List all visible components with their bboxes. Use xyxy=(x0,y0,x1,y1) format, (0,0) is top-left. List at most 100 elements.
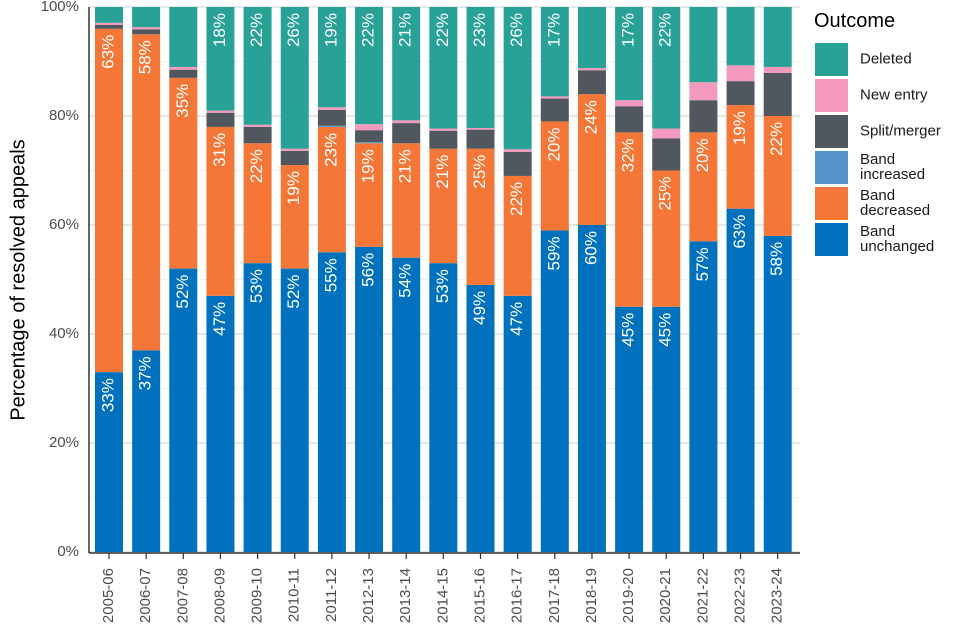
bar-segment-deleted xyxy=(652,7,681,129)
legend-label: increased xyxy=(860,166,925,183)
bars xyxy=(95,7,792,553)
bar-segment-band-decreased xyxy=(95,28,123,373)
bar-segment-band-decreased xyxy=(540,121,569,231)
bar-segment-deleted xyxy=(726,7,755,66)
x-tick-label: 2011-12 xyxy=(323,568,340,622)
bar-value-label: 20% xyxy=(693,138,712,172)
bar-segment-deleted xyxy=(466,7,495,128)
bar-segment-band-decreased xyxy=(503,175,532,296)
legend-swatch xyxy=(815,43,848,76)
bar-value-label: 19% xyxy=(730,111,749,145)
bar-value-label: 59% xyxy=(544,236,563,270)
x-tick-label: 2023-24 xyxy=(769,568,786,623)
legend-item: New entry xyxy=(815,79,928,112)
bar-segment-new-entry xyxy=(95,22,123,25)
bar-segment-split-merger xyxy=(392,123,421,144)
bar-segment-deleted xyxy=(355,7,384,125)
bar-value-label: 37% xyxy=(136,356,155,390)
bar-segment-split-merger xyxy=(95,24,123,29)
bar-segment-new-entry xyxy=(206,110,235,113)
bar-value-label: 22% xyxy=(656,13,675,47)
bar-value-label: 35% xyxy=(173,84,192,118)
y-tick-label: 80% xyxy=(49,107,79,124)
bar-segment-split-merger xyxy=(726,81,755,106)
bar-segment-split-merger xyxy=(132,29,161,35)
legend-label: decreased xyxy=(860,202,930,219)
y-tick-label: 60% xyxy=(49,216,79,233)
bar-value-label: 32% xyxy=(619,138,638,172)
bar-segment-deleted xyxy=(317,7,346,108)
legend-swatch xyxy=(815,115,848,148)
x-tick-label: 2016-17 xyxy=(509,568,526,623)
x-tick-label: 2005-06 xyxy=(100,568,117,623)
legend-label: New entry xyxy=(860,86,928,103)
bar-segment-new-entry xyxy=(132,27,161,30)
legend-label: Deleted xyxy=(860,50,912,67)
x-tick-label: 2018-19 xyxy=(583,568,600,623)
y-axis-title: Percentage of resolved appeals xyxy=(7,139,29,420)
bar-segment-deleted xyxy=(392,7,421,121)
x-tick-label: 2008-09 xyxy=(211,568,228,623)
bar-value-label: 18% xyxy=(210,13,229,47)
x-tick-label: 2015-16 xyxy=(471,568,488,623)
bar-value-label: 25% xyxy=(470,155,489,189)
bar-segment-new-entry xyxy=(243,124,272,127)
bar-segment-band-decreased xyxy=(206,126,235,296)
bar-segment-split-merger xyxy=(466,129,495,149)
bar-segment-split-merger xyxy=(206,112,235,127)
bar-segment-split-merger xyxy=(317,110,346,126)
bar-value-label: 33% xyxy=(98,378,117,412)
bar-segment-new-entry xyxy=(317,107,346,111)
bar-value-label: 22% xyxy=(247,149,266,183)
bar-value-label: 31% xyxy=(210,133,229,167)
legend-swatch xyxy=(815,223,848,256)
bar-segment-deleted xyxy=(577,7,606,69)
bar-value-label: 53% xyxy=(247,269,266,303)
bar-segment-new-entry xyxy=(540,96,569,99)
legend-label: unchanged xyxy=(860,238,934,255)
bar-segment-band-unchanged xyxy=(280,268,309,552)
bar-segment-split-merger xyxy=(503,151,532,176)
bar-segment-new-entry xyxy=(763,66,792,73)
legend-item: Deleted xyxy=(815,43,912,76)
bar-segment-deleted xyxy=(280,7,309,149)
bar-segment-split-merger xyxy=(540,98,569,122)
bar-segment-band-decreased xyxy=(652,170,681,307)
bar-value-label: 23% xyxy=(321,133,340,167)
bar-value-label: 23% xyxy=(470,13,489,47)
bar-value-label: 26% xyxy=(507,13,526,47)
bar-value-label: 54% xyxy=(396,264,415,298)
x-tick-label: 2017-18 xyxy=(546,568,563,623)
bar-value-label: 45% xyxy=(619,313,638,347)
bar-segment-deleted xyxy=(132,7,161,28)
x-ticks: 2005-06 2006-07 2007-08 2008-09 2009-10 2010-… xyxy=(100,553,786,623)
bar-segment-deleted xyxy=(243,7,272,125)
bar-segment-band-unchanged xyxy=(615,306,644,552)
legend-swatch xyxy=(815,151,848,184)
bar-segment-band-unchanged xyxy=(243,263,272,552)
bar-segment-band-unchanged xyxy=(95,372,123,552)
bar-segment-band-unchanged xyxy=(317,252,346,552)
bar-segment-deleted xyxy=(503,7,532,150)
y-tick-label: 20% xyxy=(49,434,79,451)
bar-segment-new-entry xyxy=(280,148,309,151)
bar-value-label: 63% xyxy=(730,215,749,249)
bar-segment-band-decreased xyxy=(280,165,309,269)
bar-value-label: 19% xyxy=(359,149,378,183)
bar-segment-band-unchanged xyxy=(503,295,532,552)
bar-segment-band-unchanged xyxy=(540,230,569,552)
bar-segment-band-decreased xyxy=(392,143,421,258)
bar-value-label: 22% xyxy=(433,13,452,47)
bar-segment-band-unchanged xyxy=(763,235,792,552)
x-tick-label: 2014-15 xyxy=(434,568,451,623)
bar-segment-new-entry xyxy=(615,100,644,107)
bar-segment-band-unchanged xyxy=(577,225,606,552)
bar-value-label: 25% xyxy=(656,177,675,211)
legend-swatch xyxy=(815,79,848,112)
bar-segment-band-decreased xyxy=(169,77,198,269)
bar-value-label: 19% xyxy=(321,13,340,47)
bar-segment-new-entry xyxy=(355,124,384,131)
bar-segment-new-entry xyxy=(577,68,606,71)
